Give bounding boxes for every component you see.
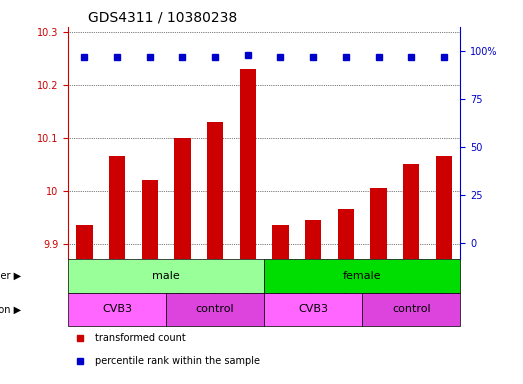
FancyBboxPatch shape xyxy=(68,293,166,326)
Bar xyxy=(436,156,452,260)
Bar xyxy=(403,164,419,260)
Bar xyxy=(240,69,256,260)
Bar xyxy=(109,156,125,260)
FancyBboxPatch shape xyxy=(264,260,460,293)
Bar xyxy=(207,122,223,260)
Bar xyxy=(142,180,158,260)
Text: GDS4311 / 10380238: GDS4311 / 10380238 xyxy=(88,10,237,24)
FancyBboxPatch shape xyxy=(68,260,264,293)
FancyBboxPatch shape xyxy=(166,293,264,326)
Bar xyxy=(272,225,289,260)
Text: CVB3: CVB3 xyxy=(298,305,328,314)
Bar xyxy=(338,209,354,260)
Bar xyxy=(76,225,93,260)
FancyBboxPatch shape xyxy=(264,293,362,326)
Text: percentile rank within the sample: percentile rank within the sample xyxy=(96,356,260,366)
Text: gender ▶: gender ▶ xyxy=(0,271,21,281)
Bar xyxy=(370,188,386,260)
Text: transformed count: transformed count xyxy=(96,333,186,343)
Bar xyxy=(174,138,190,260)
Text: control: control xyxy=(392,305,430,314)
Bar xyxy=(305,220,321,260)
Text: infection ▶: infection ▶ xyxy=(0,305,21,314)
Text: male: male xyxy=(152,271,180,281)
Text: female: female xyxy=(343,271,381,281)
Text: CVB3: CVB3 xyxy=(102,305,132,314)
Text: control: control xyxy=(196,305,234,314)
FancyBboxPatch shape xyxy=(362,293,460,326)
